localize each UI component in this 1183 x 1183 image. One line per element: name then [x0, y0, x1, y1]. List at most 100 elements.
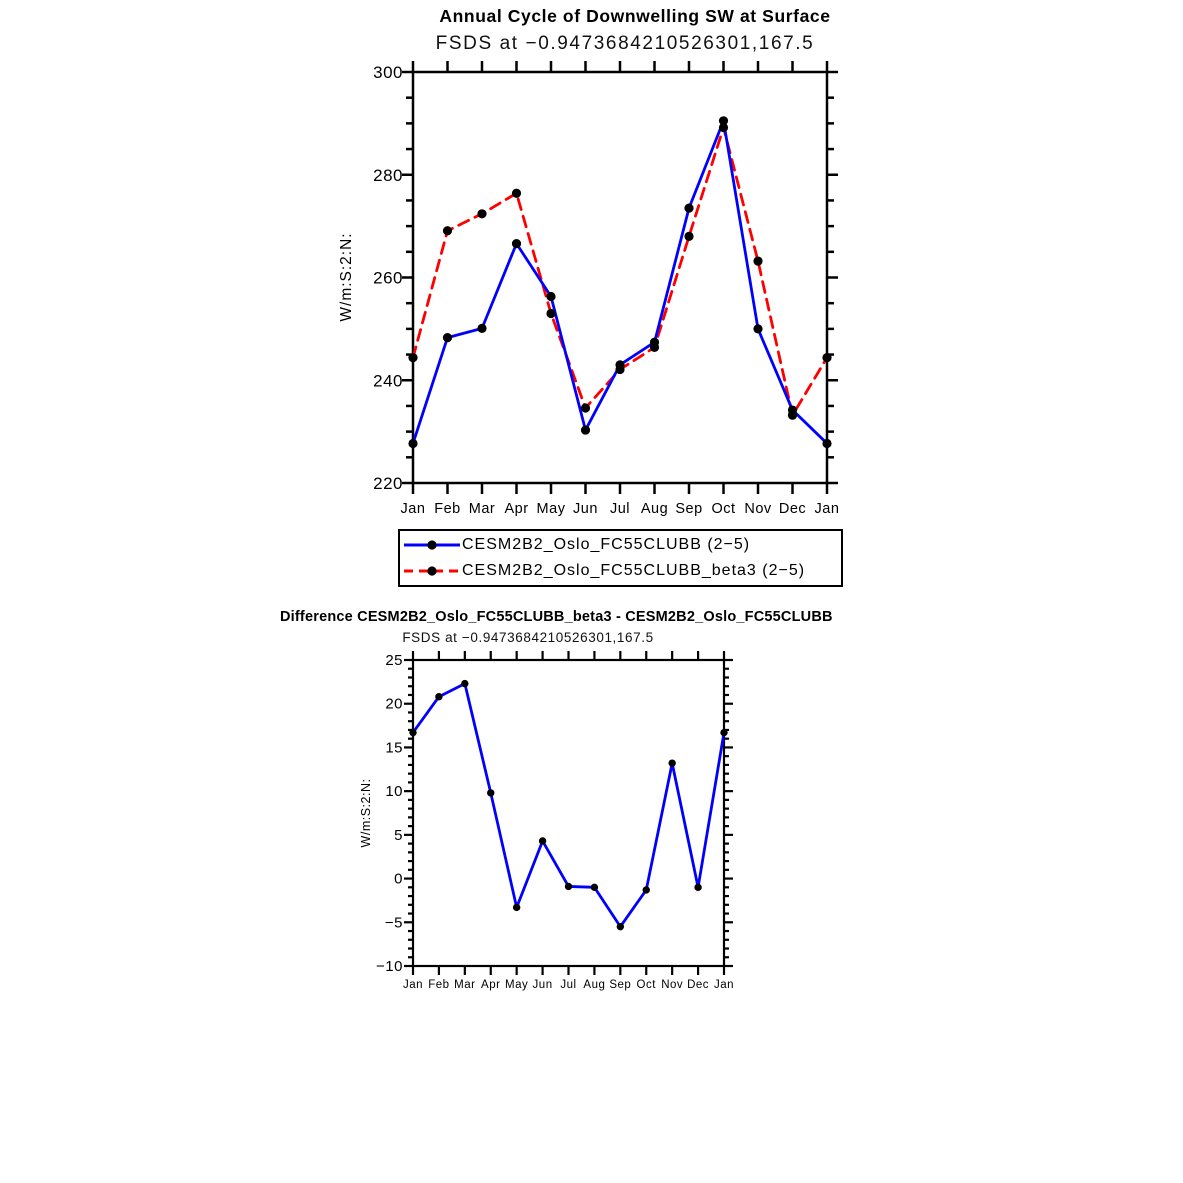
data-point-marker: [477, 323, 487, 333]
x-tick-label: Dec: [779, 501, 806, 517]
data-point-marker: [512, 903, 521, 912]
data-point-marker: [546, 291, 556, 302]
data-point-marker: [408, 353, 418, 363]
data-point-marker: [435, 693, 443, 701]
y-tick-label: 25: [385, 652, 403, 669]
x-tick-label: Jun: [573, 501, 598, 517]
x-tick-label: Apr: [481, 979, 500, 991]
y-tick-label: 20: [385, 696, 403, 713]
data-point-marker: [694, 883, 702, 892]
data-point-marker: [461, 679, 469, 688]
x-tick-label: Jan: [401, 501, 426, 517]
data-point-marker: [684, 203, 694, 213]
axis-frame: [411, 70, 829, 485]
series-line: [411, 682, 726, 929]
data-point-marker: [564, 882, 573, 891]
x-tick-label: May: [505, 979, 528, 991]
x-tick-labels: Jan Feb Mar Apr May Jun Jul Aug Sep Oct Nov Dec Jan: [403, 979, 734, 991]
data-point-marker: [718, 116, 729, 126]
data-point-marker: [546, 308, 556, 319]
x-tick-label: Feb: [434, 501, 461, 517]
y-tick-labels: 220 240 260 280 300: [373, 63, 403, 493]
top-chart-title: Annual Cycle of Downwelling SW at Surfac…: [439, 6, 831, 26]
data-point-marker: [580, 425, 591, 435]
x-tick-label: Jan: [815, 501, 840, 517]
top-chart-subtitle: FSDS at −0.9473684210526301,167.5: [435, 33, 815, 54]
x-tick-label: Jan: [714, 979, 734, 991]
data-point-marker: [409, 728, 417, 737]
top-chart-plot: 220 240 260 280 300 Jan Feb Mar Apr May Jun Jul Aug S…: [373, 61, 840, 517]
axis-ticks: [402, 61, 838, 494]
x-tick-label: Oct: [711, 501, 735, 517]
data-point-marker: [590, 883, 599, 892]
legend-line-sample-dashed-icon: [404, 566, 460, 576]
bottom-chart-title: Difference CESM2B2_Oslo_FC55CLUBB_beta3 …: [280, 609, 833, 625]
data-point-marker: [753, 256, 763, 266]
y-tick-label: 220: [373, 474, 403, 493]
series-lines: [411, 682, 726, 929]
data-point-marker: [649, 337, 660, 347]
data-point-marker: [822, 353, 832, 363]
data-point-marker: [511, 188, 522, 198]
y-tick-label: 0: [394, 871, 403, 888]
data-point-marker: [580, 403, 591, 413]
y-tick-label: −5: [385, 914, 403, 931]
y-tick-label: 300: [373, 63, 403, 82]
x-tick-label: Aug: [641, 501, 668, 517]
x-tick-label: Oct: [637, 979, 657, 991]
data-point-marker: [720, 728, 728, 737]
data-point-marker: [538, 837, 547, 845]
legend-box: CESM2B2_Oslo_FC55CLUBB (2−5) CESM2B2_Osl…: [398, 529, 843, 587]
axis-ticks: [404, 651, 733, 975]
x-tick-label: May: [537, 501, 566, 517]
data-point-marker: [684, 231, 694, 241]
x-tick-label: Dec: [687, 979, 709, 991]
x-tick-label: Jul: [560, 979, 576, 991]
legend-label-ctrl: CESM2B2_Oslo_FC55CLUBB (2−5): [462, 535, 751, 553]
x-tick-label: Jul: [610, 501, 630, 517]
x-tick-label: Feb: [428, 979, 449, 991]
series-line: [411, 119, 829, 445]
data-point-marker: [668, 759, 676, 767]
y-tick-labels: −10 −5 0 5 10 15 20 25: [376, 652, 403, 975]
series-markers: [409, 679, 728, 931]
data-point-marker: [442, 226, 453, 236]
data-point-marker: [477, 209, 487, 219]
data-point-marker: [487, 789, 495, 797]
x-tick-label: Jun: [533, 979, 553, 991]
x-tick-label: Sep: [675, 501, 702, 517]
y-tick-label: 10: [385, 783, 403, 800]
data-point-marker: [642, 886, 650, 894]
legend-row-ctrl: CESM2B2_Oslo_FC55CLUBB (2−5): [400, 532, 841, 558]
y-tick-label: 240: [373, 371, 403, 390]
x-tick-label: Nov: [661, 979, 683, 991]
x-tick-label: Apr: [504, 501, 528, 517]
series-markers: [408, 116, 832, 449]
y-tick-label: −10: [376, 958, 403, 975]
data-point-marker: [615, 360, 625, 370]
axis-frame: [411, 658, 726, 968]
series-lines: [411, 119, 829, 445]
data-point-marker: [718, 122, 729, 133]
y-tick-label: 15: [385, 739, 403, 756]
data-point-marker: [787, 405, 798, 415]
y-tick-label: 280: [373, 166, 403, 185]
data-point-marker: [822, 438, 832, 449]
bottom-chart-subtitle: FSDS at −0.9473684210526301,167.5: [402, 630, 654, 645]
x-tick-label: Jan: [403, 979, 423, 991]
y-tick-label: 260: [373, 269, 403, 288]
x-tick-label: Aug: [583, 979, 605, 991]
x-tick-label: Mar: [454, 979, 475, 991]
x-tick-label: Mar: [469, 501, 495, 517]
data-point-marker: [408, 438, 418, 449]
bottom-chart-plot: −10 −5 0 5 10 15 20 25 Jan Feb Mar Apr May Jun Jul Aug S…: [376, 651, 734, 991]
data-point-marker: [442, 333, 453, 343]
legend-line-sample-solid-icon: [404, 540, 460, 550]
legend-row-beta3: CESM2B2_Oslo_FC55CLUBB_beta3 (2−5): [400, 558, 841, 584]
x-tick-label: Nov: [744, 501, 772, 517]
x-tick-labels: Jan Feb Mar Apr May Jun Jul Aug Sep Oct Nov Dec Jan: [401, 501, 840, 517]
x-tick-label: Sep: [609, 979, 631, 991]
y-tick-label: 5: [394, 827, 403, 844]
legend-label-beta3: CESM2B2_Oslo_FC55CLUBB_beta3 (2−5): [462, 562, 806, 580]
